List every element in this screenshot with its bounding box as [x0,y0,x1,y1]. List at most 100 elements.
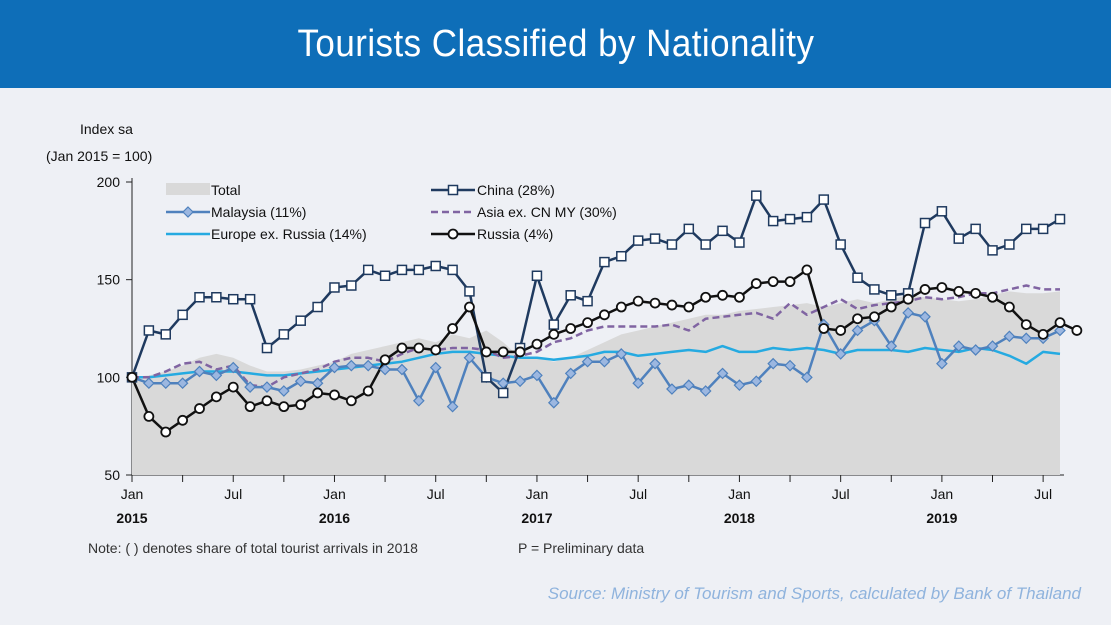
point-russia [295,399,307,411]
point-china [447,264,458,276]
point-china [970,223,981,235]
point-china [649,233,661,244]
point-russia [480,346,492,358]
point-russia [1020,319,1032,330]
y-axis-title-line-1: Index sa [80,121,133,137]
point-malaysia [531,369,543,382]
series-line-europe [132,344,1061,379]
point-russia [852,313,863,325]
point-russia [734,291,745,303]
legend-marker-russia [447,228,459,240]
point-malaysia [952,340,965,352]
legend-marker-china [447,184,459,196]
point-malaysia [936,357,948,370]
point-russia [784,276,796,288]
point-russia [885,301,897,313]
point-russia [582,317,593,329]
point-russia [329,389,340,401]
point-malaysia [244,381,256,393]
point-russia [531,338,543,350]
point-russia [818,323,830,334]
point-malaysia [379,363,391,376]
x-year-label: 2015 [116,510,147,526]
point-china [953,233,965,244]
y-tick-label: 200 [97,174,121,190]
legend-label-total: Total [211,182,241,198]
x-tick-label: Jul [629,486,647,502]
point-russia [970,287,982,299]
point-china [869,284,880,295]
point-russia [126,371,138,383]
point-russia [312,387,324,399]
point-china [227,293,239,305]
point-china [548,319,560,330]
point-china [329,282,340,293]
labels-layer: Index sa (Jan 2015 = 100) 50 100 150 200 Jan Ju… [46,121,1052,556]
legend-label-china: China (28%) [477,182,555,198]
point-russia [396,342,408,354]
point-russia [801,264,813,276]
point-china [430,260,441,272]
point-china [936,206,948,217]
point-malaysia [767,357,780,370]
point-malaysia [649,357,661,370]
point-russia [936,282,948,293]
point-russia [227,381,239,393]
point-russia [160,426,172,438]
point-malaysia [193,365,206,378]
point-russia [919,284,931,295]
point-china [1054,213,1066,225]
point-russia [244,401,256,413]
point-china [717,225,728,237]
point-russia [430,344,442,356]
x-tick-label: Jul [832,486,850,502]
point-malaysia [1020,332,1033,345]
point-china [700,239,711,250]
point-russia [548,328,560,340]
point-malaysia [396,363,408,376]
point-china [379,270,391,282]
point-malaysia [210,369,223,382]
point-china [143,325,155,336]
point-russia [413,342,425,354]
point-china [362,264,374,276]
y-tick-label: 50 [104,467,120,483]
point-russia [143,410,155,422]
x-tick-label: Jan [931,486,954,502]
point-russia [869,311,880,323]
point-china [599,256,610,268]
point-china [784,213,796,225]
x-tick-label: Jan [121,486,144,502]
point-malaysia [261,381,273,393]
point-russia [1054,317,1066,329]
point-malaysia [328,361,341,374]
point-china [835,239,846,250]
point-malaysia [801,371,813,384]
point-malaysia [1003,330,1016,343]
point-malaysia [463,351,476,364]
point-china [1004,239,1015,250]
point-malaysia [733,379,746,391]
point-malaysia [446,400,459,413]
x-tick-label: Jul [224,486,242,502]
point-china [295,315,306,326]
point-russia [565,323,577,334]
point-china [278,329,290,340]
point-malaysia [143,377,155,390]
point-malaysia [851,324,864,337]
x-tick-label: Jan [526,486,549,502]
point-china [177,309,188,321]
point-russia [1003,301,1015,313]
point-china [919,217,931,229]
x-year-label: 2017 [521,510,552,526]
point-russia [700,291,712,303]
point-china [211,291,222,303]
x-year-label: 2019 [926,510,957,526]
point-malaysia [412,394,425,407]
x-tick-label: Jan [323,486,346,502]
point-malaysia [699,385,712,397]
point-china [497,387,509,399]
point-malaysia [615,348,628,360]
point-russia [987,291,998,303]
point-malaysia [885,340,898,352]
